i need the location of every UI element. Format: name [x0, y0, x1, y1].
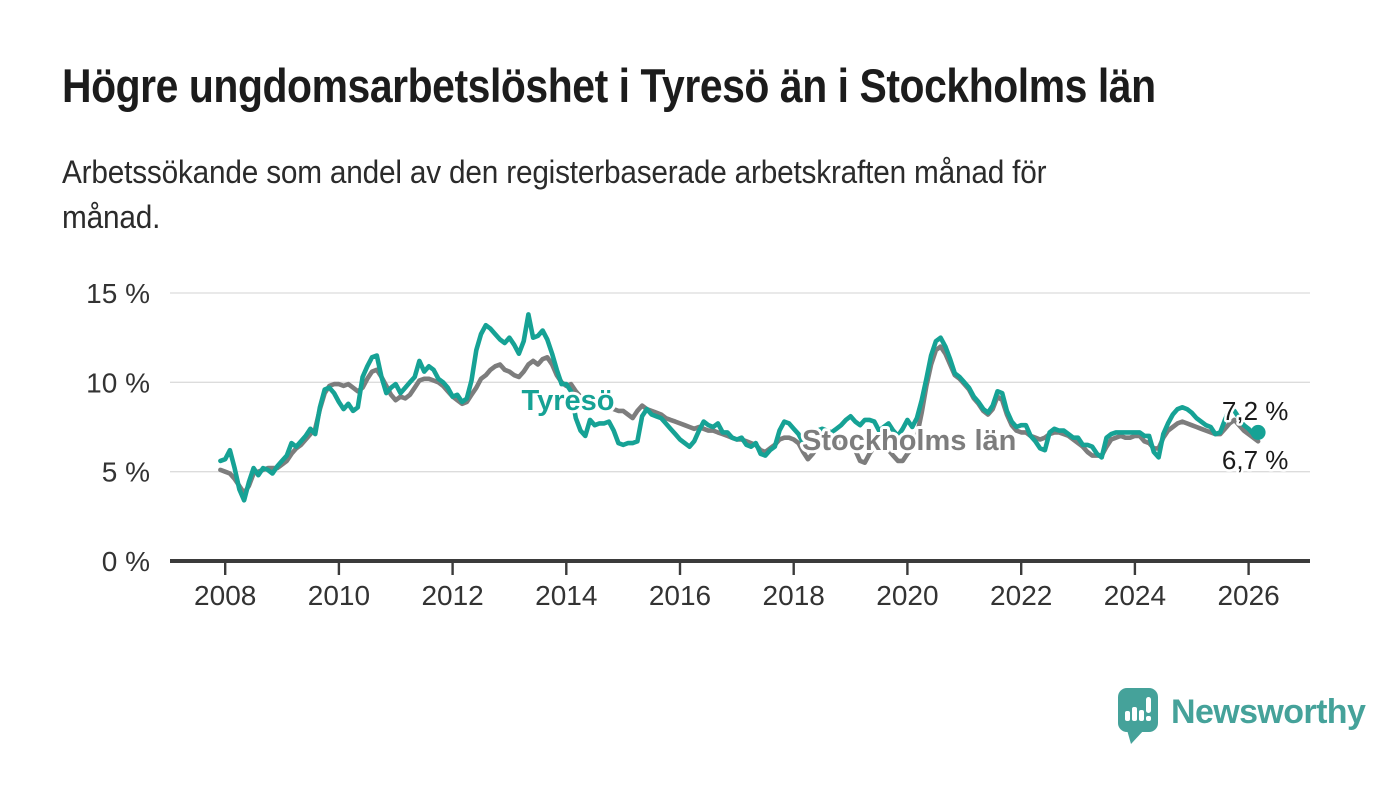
x-axis-label: 2024	[1104, 580, 1166, 611]
newsworthy-logo-icon	[1118, 688, 1158, 744]
y-axis-label: 15 %	[86, 278, 150, 309]
y-axis-label: 0 %	[102, 546, 150, 577]
annotation-tyres: Tyresö	[522, 385, 615, 417]
annotation-6-7: 6,7 %	[1222, 445, 1289, 475]
x-axis-label: 2010	[308, 580, 370, 611]
newsworthy-logo: Newsworthy	[1118, 688, 1366, 746]
x-axis-label: 2008	[194, 580, 256, 611]
series-line-tyres	[218, 312, 1261, 503]
x-axis-label: 2026	[1217, 580, 1279, 611]
chart-subtitle-line-1: Arbetssökande som andel av den registerb…	[62, 154, 1047, 190]
x-axis-label: 2012	[421, 580, 483, 611]
x-axis-label: 2016	[649, 580, 711, 611]
chart-subtitle-line-2: månad.	[62, 199, 161, 236]
y-axis-label: 10 %	[86, 367, 150, 398]
series-end-dot-tyres	[1250, 424, 1266, 440]
annotation-stockholms-l-n: Stockholms län	[802, 425, 1016, 457]
chart-title: Högre ungdomsarbetslöshet i Tyresö än i …	[62, 59, 1156, 112]
x-axis-label: 2018	[763, 580, 825, 611]
brand-name: Newsworthy	[1171, 693, 1366, 731]
x-axis-label: 2014	[535, 580, 597, 611]
chart-subtitle: Arbetssökande som andel av den registerb…	[62, 150, 1047, 241]
x-axis-label: 2020	[876, 580, 938, 611]
annotation-7-2: 7,2 %	[1222, 396, 1289, 426]
x-axis-label: 2022	[990, 580, 1052, 611]
y-axis-label: 5 %	[102, 457, 150, 488]
